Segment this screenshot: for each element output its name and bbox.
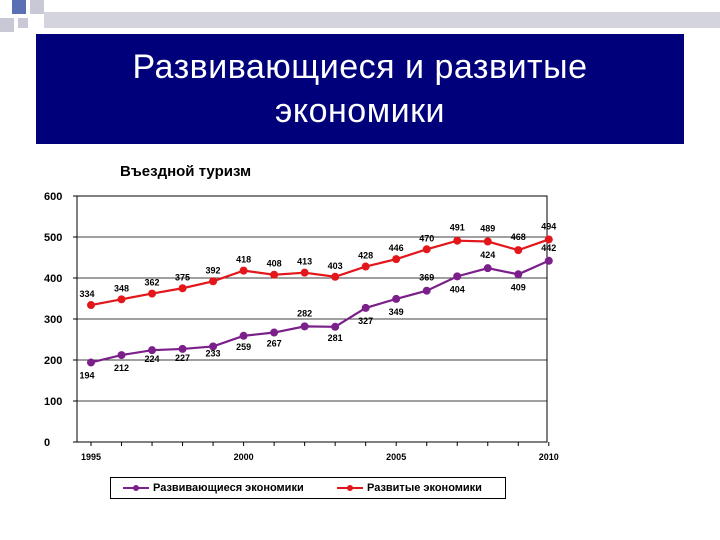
data-point bbox=[361, 303, 370, 312]
data-point bbox=[300, 268, 309, 277]
data-point bbox=[117, 295, 126, 304]
legend-label-developed: Развитые экономики bbox=[367, 482, 482, 494]
y-tick-label: 100 bbox=[44, 396, 62, 408]
y-tick-label: 400 bbox=[44, 273, 62, 285]
x-tick-label: 2010 bbox=[539, 452, 559, 462]
chart-legend: Развивающиеся экономики Развитые экономи… bbox=[110, 477, 506, 499]
data-label: 494 bbox=[541, 221, 556, 231]
data-point bbox=[483, 264, 492, 273]
data-label: 369 bbox=[419, 273, 434, 283]
data-point bbox=[209, 342, 218, 351]
data-point bbox=[483, 237, 492, 246]
data-label: 418 bbox=[236, 255, 251, 265]
series-line bbox=[90, 238, 550, 307]
data-point bbox=[117, 351, 126, 360]
data-label: 233 bbox=[206, 348, 221, 358]
y-tick-label: 500 bbox=[44, 232, 62, 244]
data-point bbox=[453, 236, 462, 245]
slide-title-line-1: Развивающиеся и развитые bbox=[132, 48, 588, 86]
data-label: 403 bbox=[328, 261, 343, 271]
legend-label-developing: Развивающиеся экономики bbox=[153, 482, 304, 494]
data-label: 362 bbox=[145, 278, 160, 288]
slide-title-banner: Развивающиеся и развитые экономики bbox=[36, 34, 684, 144]
data-label: 224 bbox=[145, 354, 160, 364]
data-label: 442 bbox=[541, 243, 556, 253]
data-label: 259 bbox=[236, 342, 251, 352]
data-point bbox=[331, 322, 340, 331]
data-label: 281 bbox=[328, 333, 343, 343]
legend-swatch-developing bbox=[123, 485, 149, 491]
data-label: 408 bbox=[267, 259, 282, 269]
data-label: 349 bbox=[389, 307, 404, 317]
data-point bbox=[392, 294, 401, 303]
y-tick-label: 200 bbox=[44, 355, 62, 367]
data-point bbox=[270, 270, 279, 279]
data-label: 334 bbox=[79, 289, 94, 299]
corner-decoration bbox=[0, 0, 720, 32]
slide-title: Развивающиеся и развитые экономики bbox=[133, 45, 588, 133]
data-point bbox=[544, 235, 553, 244]
series-line bbox=[90, 259, 550, 364]
data-point bbox=[422, 286, 431, 295]
data-label: 424 bbox=[480, 250, 495, 260]
data-label: 194 bbox=[79, 370, 94, 380]
data-point bbox=[331, 272, 340, 281]
data-point bbox=[514, 246, 523, 255]
x-tick-label: 2005 bbox=[386, 452, 406, 462]
legend-item-developing: Развивающиеся экономики bbox=[123, 478, 304, 498]
data-point bbox=[239, 266, 248, 275]
y-tick-label: 600 bbox=[44, 191, 62, 203]
data-label: 413 bbox=[297, 257, 312, 267]
data-point bbox=[239, 331, 248, 340]
y-tick-label: 300 bbox=[44, 314, 62, 326]
data-point bbox=[87, 358, 95, 367]
data-label: 227 bbox=[175, 353, 190, 363]
data-point bbox=[300, 322, 309, 331]
data-label: 392 bbox=[206, 265, 221, 275]
data-point bbox=[422, 245, 431, 254]
data-point bbox=[514, 270, 523, 279]
data-label: 489 bbox=[480, 224, 495, 234]
legend-item-developed: Развитые экономики bbox=[337, 478, 482, 498]
data-point bbox=[209, 277, 218, 286]
data-label: 375 bbox=[175, 272, 190, 282]
data-point bbox=[178, 344, 187, 353]
x-tick-label: 2000 bbox=[234, 452, 254, 462]
data-point bbox=[148, 346, 157, 355]
legend-swatch-developed bbox=[337, 485, 363, 491]
data-label: 491 bbox=[450, 223, 465, 233]
data-label: 470 bbox=[419, 233, 434, 243]
data-point bbox=[544, 256, 553, 265]
x-tick-label: 1995 bbox=[81, 452, 101, 462]
data-label: 409 bbox=[511, 282, 526, 292]
data-point bbox=[178, 284, 187, 293]
data-label: 404 bbox=[450, 284, 465, 294]
y-tick-label: 0 bbox=[44, 437, 50, 449]
data-point bbox=[148, 289, 157, 298]
data-label: 282 bbox=[297, 308, 312, 318]
data-label: 212 bbox=[114, 363, 129, 373]
data-point bbox=[392, 255, 401, 264]
chart-title: Въездной туризм bbox=[120, 163, 252, 180]
data-label: 428 bbox=[358, 251, 373, 261]
data-point bbox=[270, 328, 279, 337]
data-label: 446 bbox=[389, 243, 404, 253]
data-label: 348 bbox=[114, 283, 129, 293]
data-point bbox=[453, 272, 462, 281]
data-label: 267 bbox=[267, 339, 282, 349]
data-label: 468 bbox=[511, 232, 526, 242]
data-point bbox=[87, 301, 95, 310]
slide-title-line-2: экономики bbox=[275, 92, 445, 130]
data-label: 327 bbox=[358, 316, 373, 326]
data-point bbox=[361, 262, 370, 271]
